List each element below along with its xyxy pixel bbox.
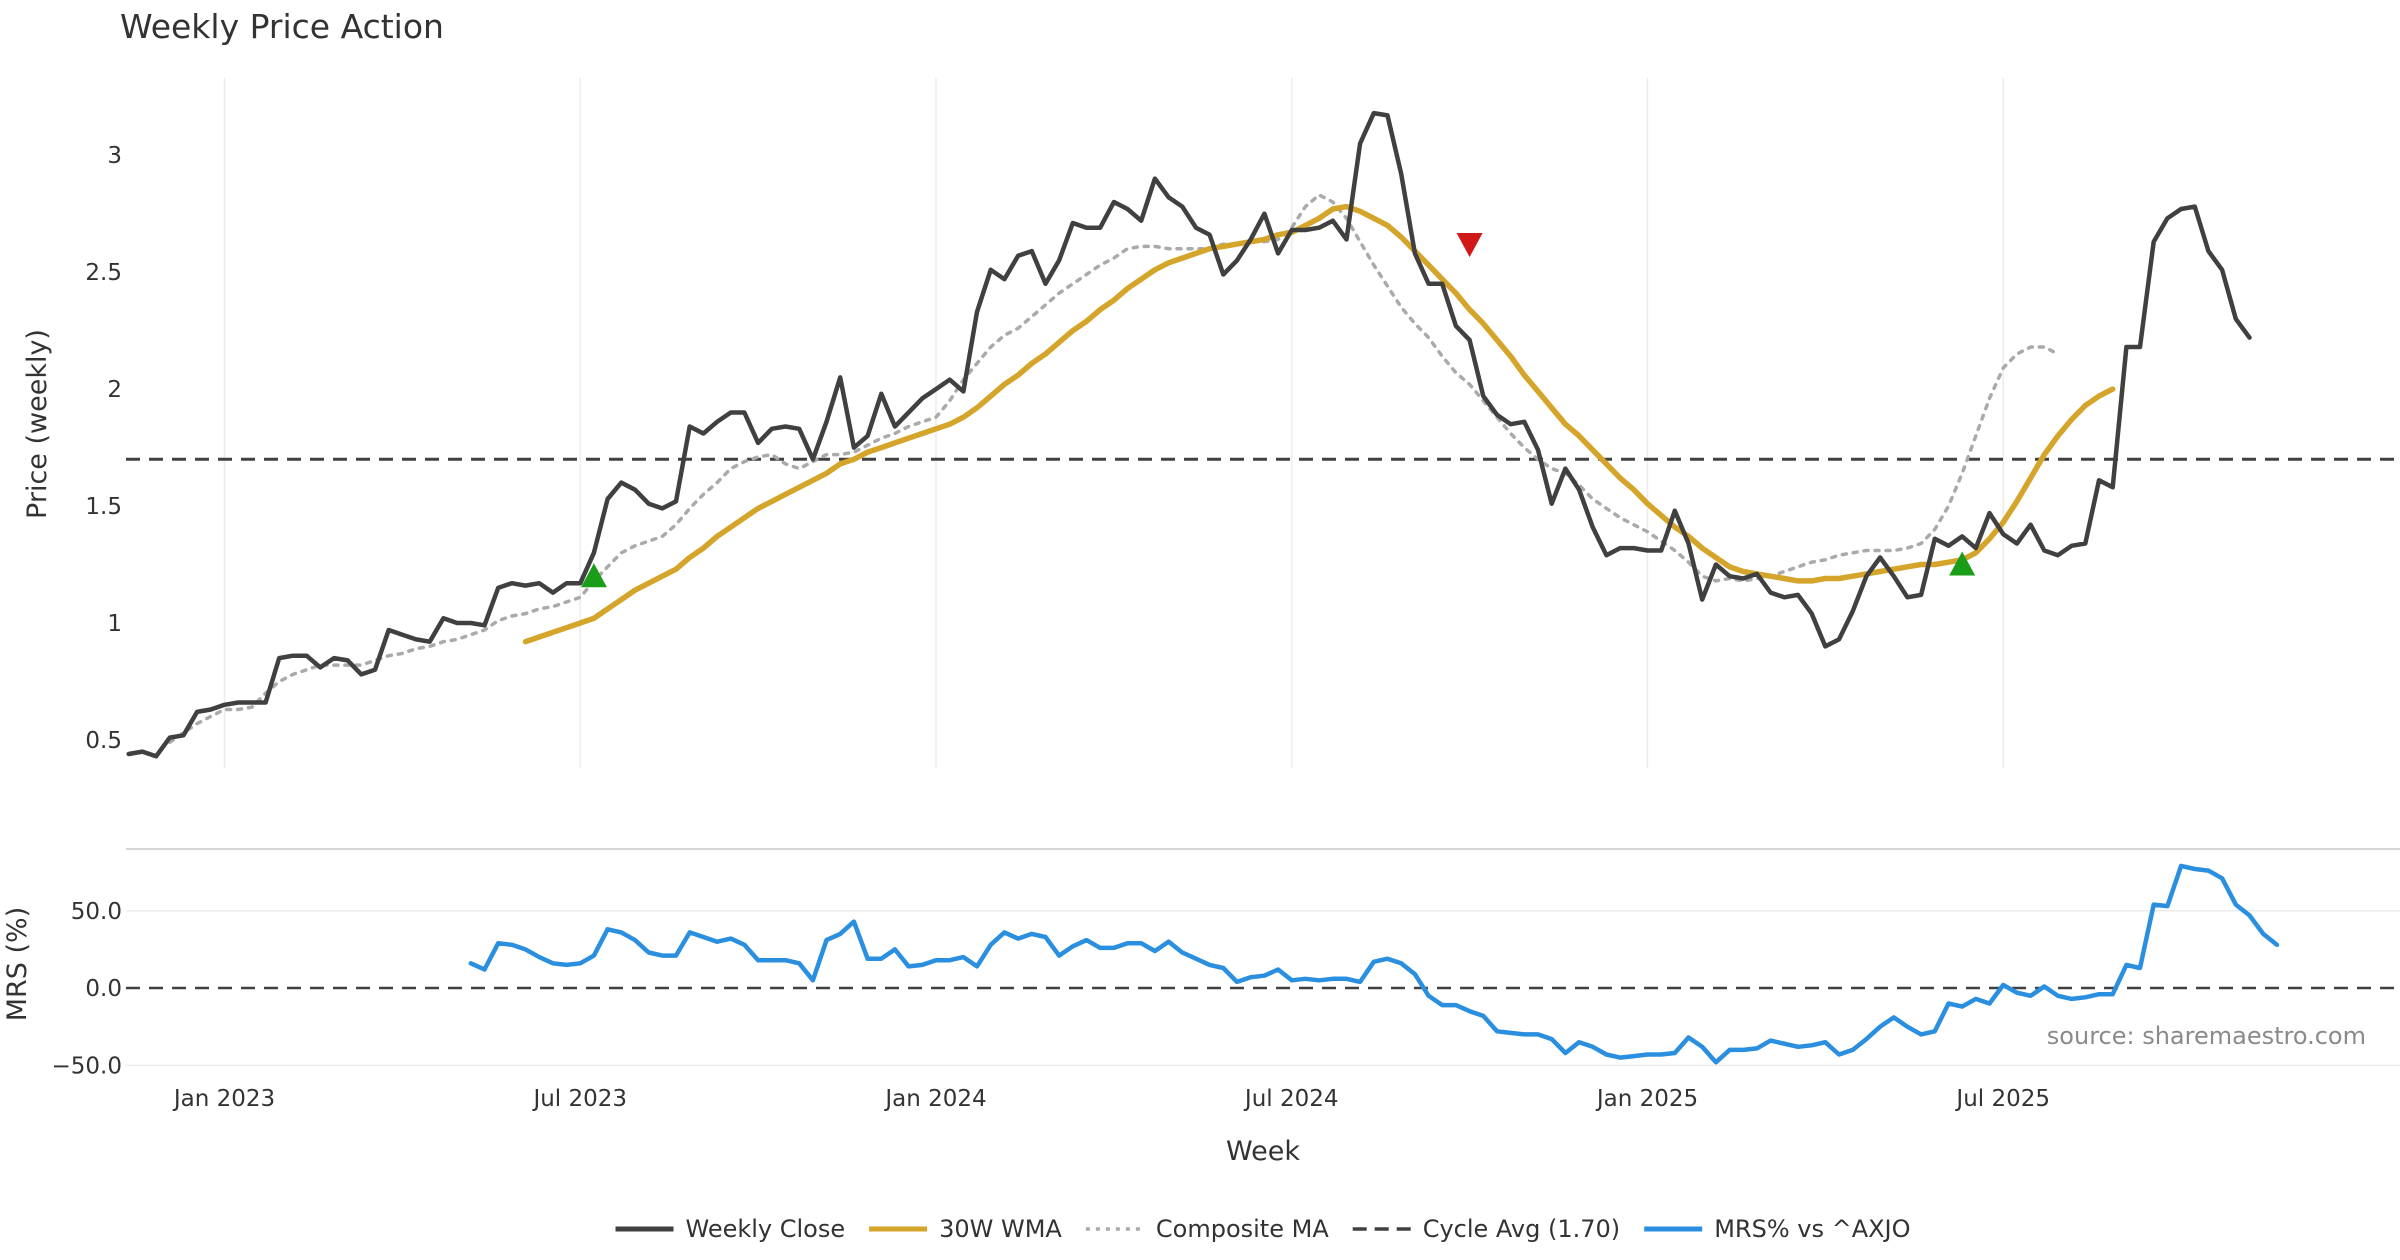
legend-label: Composite MA — [1156, 1215, 1329, 1243]
x-axis-title: Week — [1226, 1136, 1300, 1167]
price-series-group — [126, 110, 2252, 759]
legend-label: 30W WMA — [939, 1215, 1062, 1243]
x-tick-labels: Jan 2023 Jul 2023 Jan 2024 Jul 2024 Jan 2025… — [172, 1086, 2050, 1112]
composite-ma-line — [168, 193, 2060, 745]
legend-item: MRS% vs ^AXJO — [1644, 1215, 1911, 1243]
price-y-tick-label: 1 — [107, 611, 122, 637]
mrs-y-tick-label: 0.0 — [85, 976, 122, 1002]
legend-item: Weekly Close — [615, 1215, 846, 1243]
source-credit: source: sharemaestro.com — [2047, 1022, 2366, 1050]
price-gridlines — [223, 78, 2004, 768]
x-tick-label: Jan 2023 — [172, 1086, 275, 1112]
price-y-tick-label: 2.5 — [85, 260, 122, 286]
price-y-axis-title: Price (weekly) — [22, 329, 53, 519]
legend-label: Cycle Avg (1.70) — [1423, 1215, 1620, 1243]
x-tick-label: Jul 2023 — [531, 1086, 627, 1112]
mrs-y-tick-label: −50.0 — [52, 1053, 122, 1079]
price-y-tick-label: 1.5 — [85, 494, 122, 520]
weekly-close-line — [126, 110, 2252, 759]
buy-signal-marker — [580, 563, 607, 588]
mrs-y-axis-title: MRS (%) — [2, 907, 33, 1022]
legend-label: Weekly Close — [686, 1215, 846, 1243]
mrs-y-tick-labels: −50.0 0.0 50.0 — [52, 899, 122, 1080]
legend-label: MRS% vs ^AXJO — [1714, 1215, 1910, 1243]
x-tick-label: Jan 2025 — [1595, 1086, 1698, 1112]
mrs-y-tick-label: 50.0 — [71, 899, 122, 925]
x-tick-label: Jul 2024 — [1243, 1086, 1339, 1112]
signal-markers — [580, 233, 1976, 588]
chart-title: Weekly Price Action — [120, 7, 444, 46]
legend-item: Cycle Avg (1.70) — [1352, 1215, 1620, 1243]
mrs-gridlines — [126, 910, 2400, 1067]
price-y-tick-label: 0.5 — [85, 728, 122, 754]
wma-30w-line — [522, 203, 2116, 645]
legend-item: Composite MA — [1085, 1215, 1329, 1243]
legend-item: 30W WMA — [869, 1215, 1062, 1243]
sell-signal-marker — [1456, 233, 1483, 258]
price-y-tick-labels: 0.5 1 1.5 2 2.5 3 — [85, 143, 122, 754]
x-tick-label: Jan 2024 — [883, 1086, 986, 1112]
price-y-tick-label: 3 — [107, 143, 122, 169]
chart-legend: Weekly Close 30W WMA Composite MA Cycle Avg… — [615, 1215, 1911, 1243]
buy-signal-marker — [1949, 551, 1976, 576]
mrs-series-group — [468, 863, 2280, 1065]
mrs-line — [468, 863, 2280, 1065]
price-y-tick-label: 2 — [107, 377, 122, 403]
x-tick-label: Jul 2025 — [1954, 1086, 2050, 1112]
